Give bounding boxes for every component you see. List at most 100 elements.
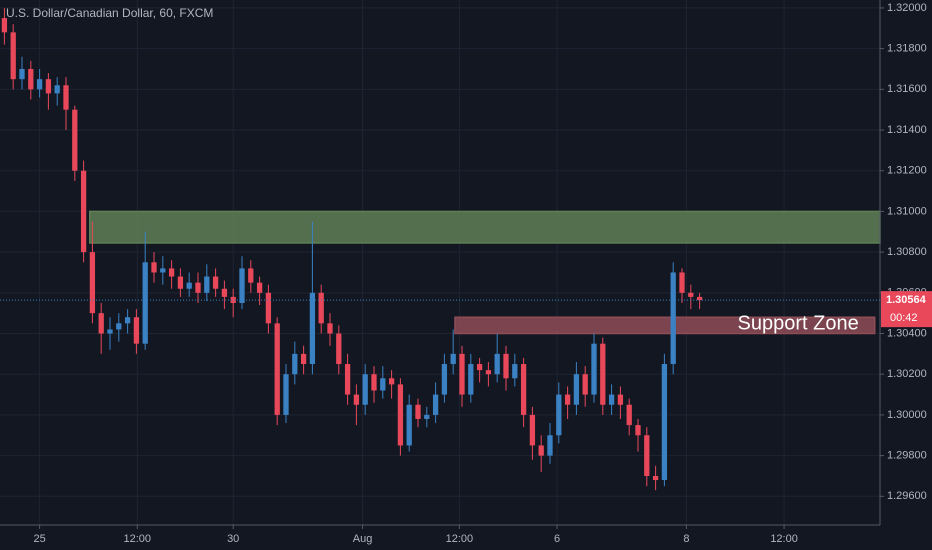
x-tick-label: Aug [353, 533, 373, 545]
y-tick-label: 1.31200 [887, 165, 927, 177]
candle-body [230, 296, 236, 303]
candle-body [89, 252, 96, 314]
candle-body [406, 404, 412, 446]
last-price-tag [881, 291, 932, 328]
candle-body [10, 32, 16, 80]
candle-body [503, 353, 509, 379]
candle-body [168, 268, 175, 277]
candle-body [644, 435, 650, 476]
y-tick-label: 1.31600 [887, 83, 927, 95]
candle-body [98, 313, 104, 334]
candle-body [72, 109, 78, 171]
candle-body [397, 384, 404, 446]
candle-body [133, 317, 140, 344]
y-tick-label: 1.30400 [887, 327, 927, 339]
candle-body [485, 370, 492, 375]
candle-body [248, 268, 254, 283]
candles [1, 7, 703, 491]
candle-body [564, 394, 571, 405]
x-tick-label: 12:00 [446, 533, 474, 545]
candle-body [371, 374, 377, 391]
candle-body [265, 292, 272, 324]
candle-body [292, 353, 298, 375]
candle-body [256, 282, 263, 293]
candle-body [441, 364, 448, 395]
candle-body [336, 333, 342, 365]
candle-body [362, 374, 368, 405]
candle-body [353, 394, 360, 405]
candle-body [344, 364, 351, 395]
candle-body [424, 414, 430, 419]
candle-body [635, 425, 641, 436]
candle-body [696, 296, 703, 301]
candle-body [212, 276, 219, 289]
candle-body [626, 404, 632, 426]
candle-body [679, 272, 685, 293]
candle-body [600, 343, 606, 405]
candle-body [388, 378, 395, 385]
y-tick-label: 1.29800 [887, 450, 927, 462]
candle-body [591, 343, 597, 395]
candle-body [450, 353, 456, 365]
candle-body [204, 276, 210, 293]
candle-body [538, 445, 544, 456]
candle-body [556, 394, 562, 436]
candle-body [54, 85, 60, 94]
candle-body [432, 394, 439, 415]
candle-body [160, 268, 166, 273]
candle-body [547, 435, 553, 456]
candle-body [177, 276, 184, 289]
zone [89, 210, 881, 244]
candle-body [459, 353, 465, 395]
y-tick-label: 1.31800 [887, 43, 927, 55]
candle-body [688, 292, 694, 297]
candle-body [652, 475, 659, 481]
x-tick-label: 12:00 [770, 533, 798, 545]
x-tick-label: 30 [227, 533, 239, 545]
candle-body [582, 374, 588, 395]
y-tick-label: 1.31000 [887, 205, 927, 217]
candle-body [494, 353, 500, 375]
candle-body [283, 374, 289, 415]
candle-body [239, 268, 245, 303]
candle-body [221, 288, 228, 297]
candle-body [309, 292, 316, 365]
last-price-label: 1.30564 [886, 294, 927, 306]
zone-label: Support Zone [738, 313, 859, 335]
candle-body [28, 68, 34, 90]
candle-body [617, 394, 624, 405]
candle-body [19, 68, 25, 80]
x-tick-label: 25 [33, 533, 45, 545]
candle-body [380, 378, 386, 391]
candle-body [274, 323, 280, 415]
candle-body [573, 374, 580, 405]
x-tick-label: 8 [683, 533, 689, 545]
candle-body [107, 329, 113, 334]
y-tick-label: 1.30200 [887, 368, 927, 380]
candle-body [116, 323, 122, 330]
candle-body [520, 364, 527, 415]
countdown-label: 00:42 [890, 312, 918, 324]
y-tick-label: 1.30800 [887, 246, 927, 258]
candle-body [327, 323, 333, 334]
candle-body [124, 317, 131, 324]
y-tick-label: 1.30000 [887, 409, 927, 421]
candle-body [468, 364, 474, 395]
candle-body [195, 282, 201, 293]
candle-body [608, 394, 615, 405]
candle-body [512, 364, 518, 379]
candle-body [45, 79, 52, 94]
zone [454, 316, 876, 335]
y-tick-label: 1.32000 [887, 2, 927, 14]
candle-body [151, 262, 157, 273]
x-tick-label: 6 [554, 533, 560, 545]
candle-body [142, 262, 148, 344]
candle-body [670, 272, 676, 365]
candle-body [186, 282, 192, 289]
candle-body [63, 85, 69, 110]
x-tick-label: 12:00 [124, 533, 152, 545]
